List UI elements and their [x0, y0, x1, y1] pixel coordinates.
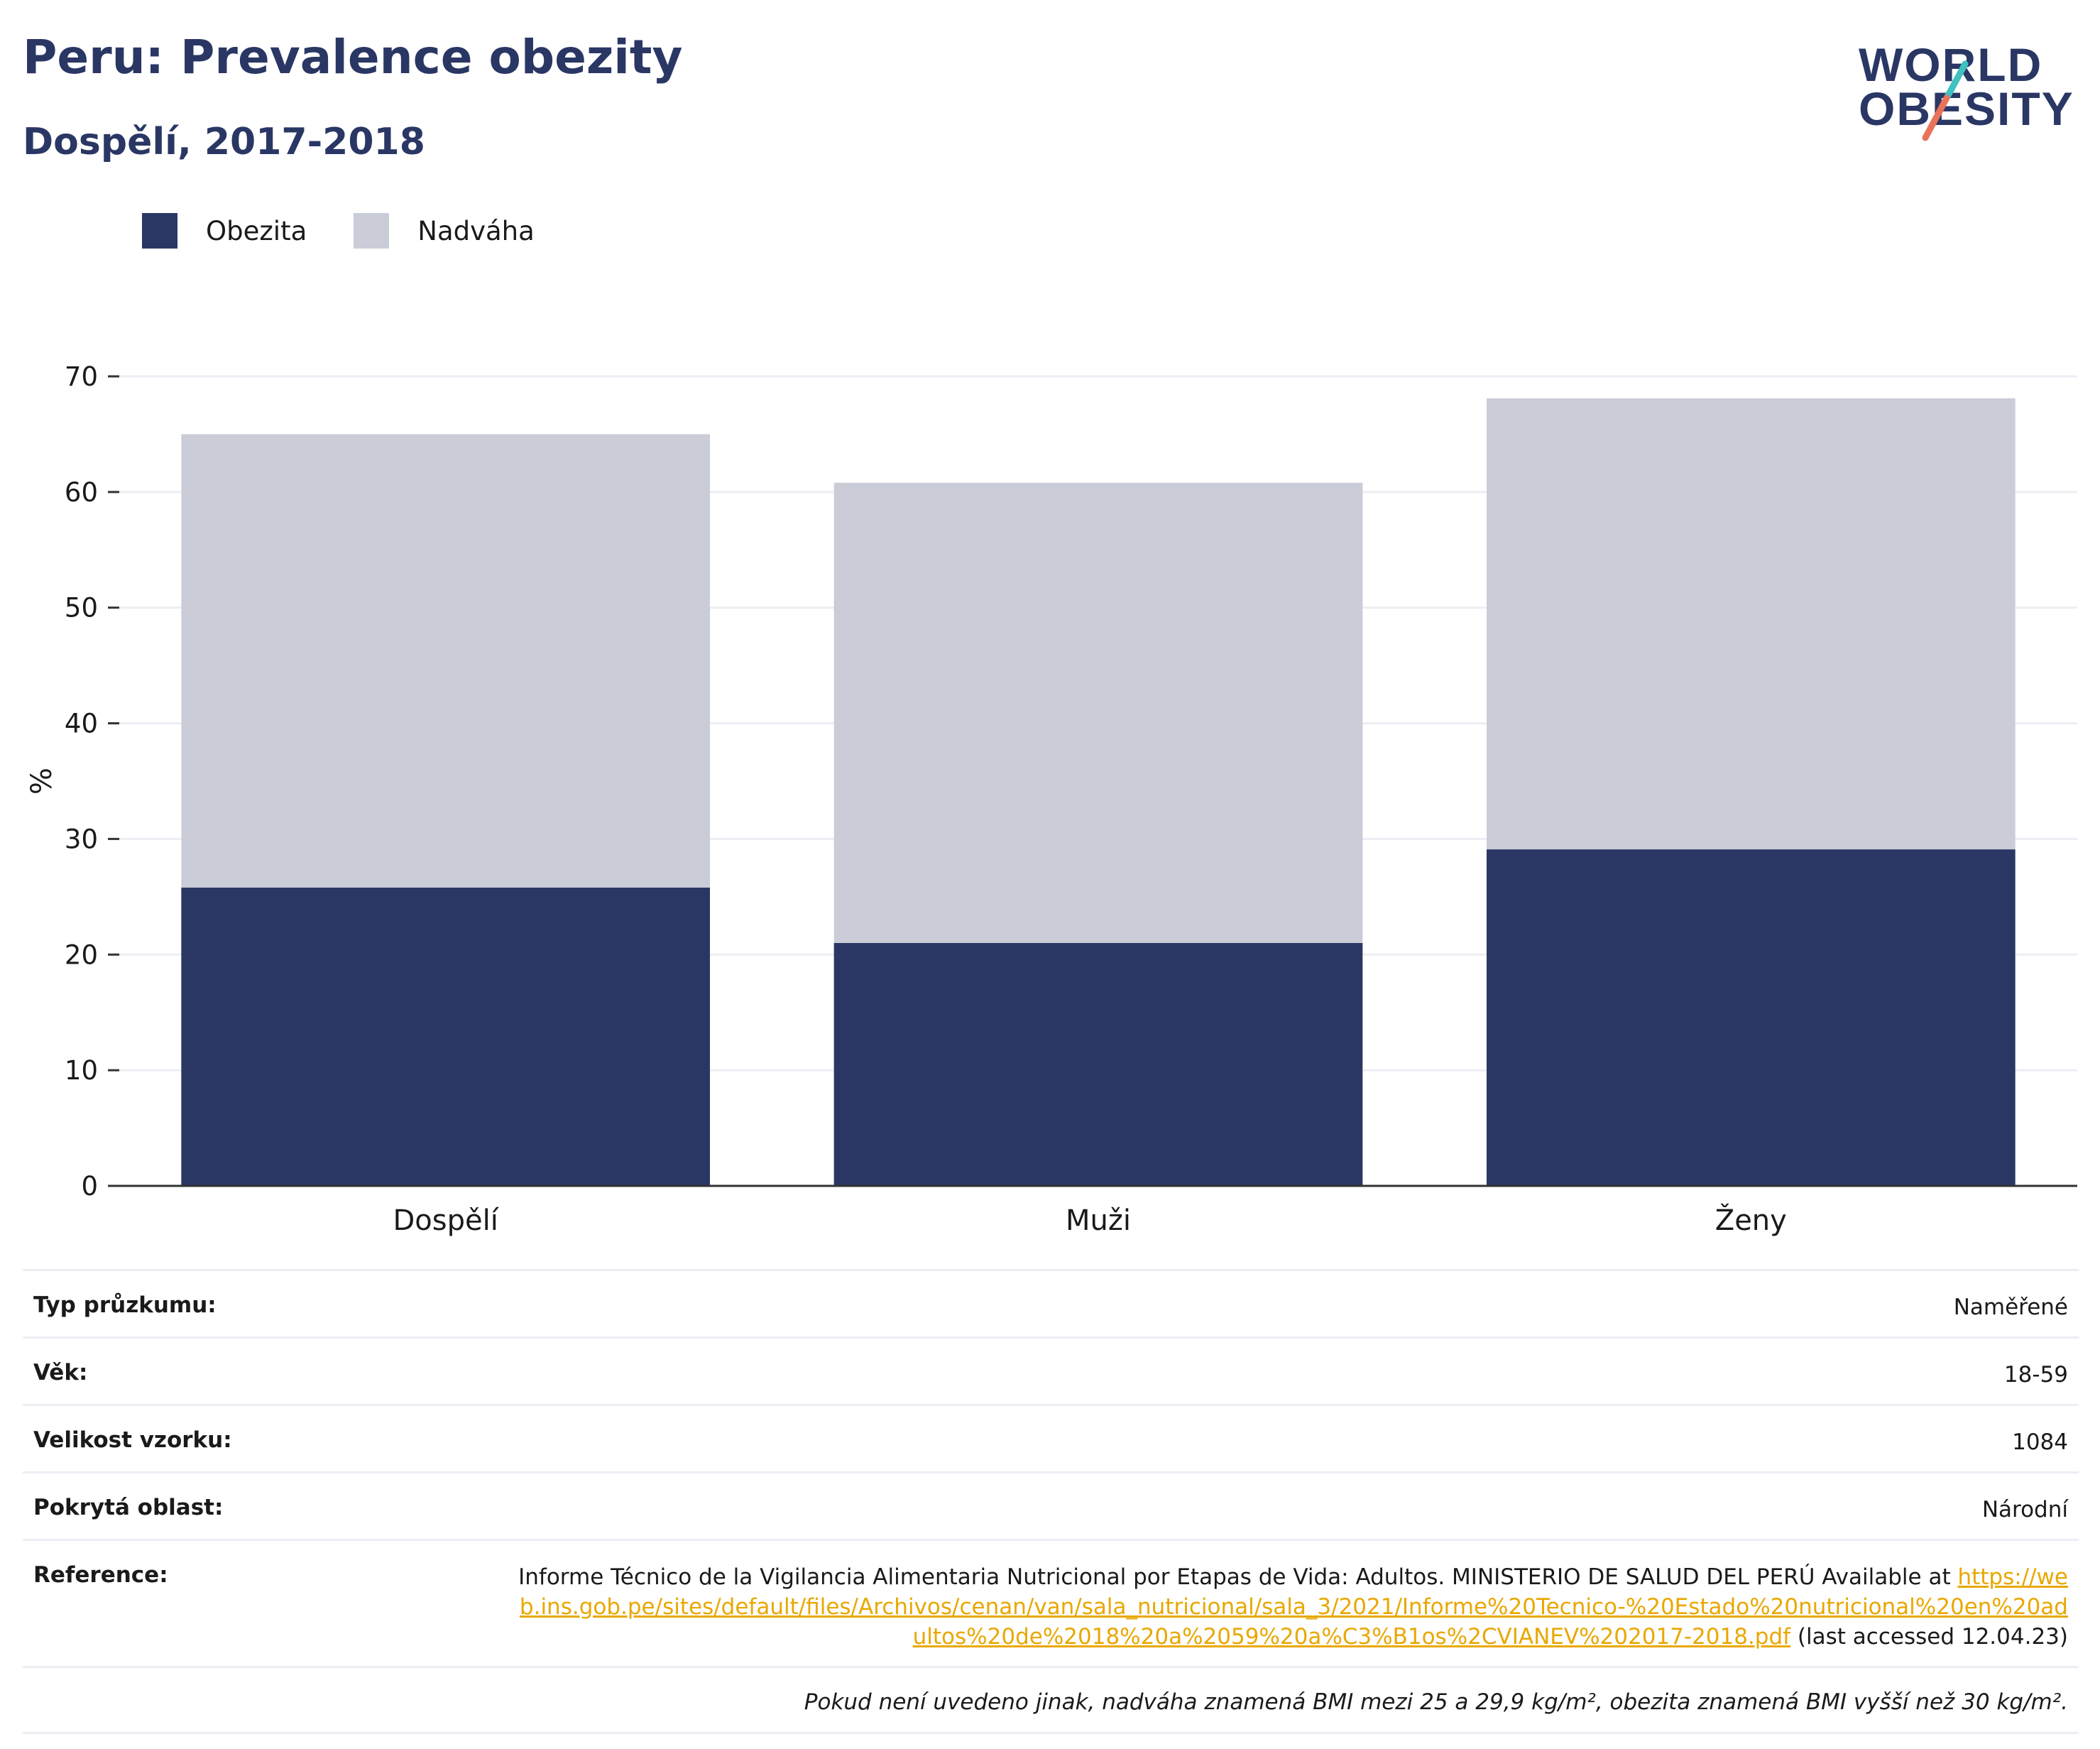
bar-obezita — [833, 943, 1363, 1186]
info-label: Pokrytá oblast: — [33, 1495, 224, 1520]
info-row-sample-size: Velikost vzorku: 1084 — [23, 1404, 2079, 1471]
y-axis-label: % — [26, 768, 58, 795]
page-title: Peru: Prevalence obezity — [23, 30, 683, 85]
legend-swatch-nadvaha — [354, 213, 390, 249]
y-tick-label: 70 — [65, 361, 98, 392]
bar-nadvaha — [1487, 398, 2016, 850]
info-value: Naměřené — [1953, 1295, 2068, 1320]
chart-legend: Obezita Nadváha — [142, 213, 581, 249]
info-label: Typ průzkumu: — [33, 1292, 217, 1318]
info-row-reference: Reference: Informe Técnico de la Vigilan… — [23, 1539, 2079, 1666]
legend-item-nadvaha[interactable]: Nadváha — [354, 213, 535, 249]
info-row-survey-type: Typ průzkumu: Naměřené — [23, 1269, 2079, 1336]
legend-label-obezita: Obezita — [206, 215, 307, 246]
x-tick-label: Dospělí — [393, 1204, 499, 1237]
reference-link[interactable]: https://web.ins.gob.pe/sites/default/fil… — [519, 1564, 2068, 1650]
definition-note: Pokud není uvedeno jinak, nadváha znamen… — [23, 1666, 2079, 1734]
info-label: Velikost vzorku: — [33, 1427, 232, 1453]
reference-text: Informe Técnico de la Vigilancia Aliment… — [506, 1562, 2068, 1652]
logo-line-2: OBESITY — [1859, 82, 2074, 135]
info-value: Národní — [1981, 1497, 2068, 1522]
survey-info-table: Typ průzkumu: Naměřené Věk: 18-59 Veliko… — [23, 1269, 2079, 1734]
reference-text-before: Informe Técnico de la Vigilancia Aliment… — [518, 1564, 1958, 1590]
info-value: 1084 — [2012, 1429, 2068, 1455]
y-tick-label: 60 — [65, 477, 98, 508]
bar-nadvaha — [181, 434, 710, 888]
y-tick-label: 0 — [81, 1171, 98, 1202]
world-obesity-logo: WORLD OBESITY — [1846, 28, 2087, 156]
reference-text-after: (last accessed 12.04.23) — [1790, 1624, 2068, 1650]
logo-slash-icon — [1922, 60, 1969, 141]
x-tick-label: Muži — [1066, 1204, 1131, 1237]
bar-obezita — [1487, 849, 2016, 1186]
y-tick-label: 50 — [65, 593, 98, 623]
legend-swatch-obezita — [142, 213, 177, 249]
logo-line-1: WORLD — [1859, 38, 2043, 91]
legend-item-obezita[interactable]: Obezita — [142, 213, 307, 249]
info-label: Věk: — [33, 1360, 88, 1385]
y-tick-label: 40 — [65, 709, 98, 739]
bar-obezita — [181, 887, 710, 1186]
info-value: 18-59 — [2003, 1362, 2068, 1388]
info-row-age: Věk: 18-59 — [23, 1336, 2079, 1404]
y-tick-label: 10 — [65, 1055, 98, 1086]
y-tick-label: 30 — [65, 824, 98, 854]
legend-label-nadvaha: Nadváha — [417, 215, 535, 246]
x-tick-label: Ženy — [1715, 1203, 1787, 1237]
info-label: Reference: — [33, 1562, 168, 1588]
bar-nadvaha — [833, 482, 1363, 943]
page-subtitle: Dospělí, 2017-2018 — [23, 121, 425, 163]
y-tick-label: 20 — [65, 939, 98, 970]
stacked-bar-chart: 0 10 20 30 40 50 60 70% Dospělí Muži Ženy — [26, 361, 2077, 1237]
info-row-coverage: Pokrytá oblast: Národní — [23, 1471, 2079, 1539]
